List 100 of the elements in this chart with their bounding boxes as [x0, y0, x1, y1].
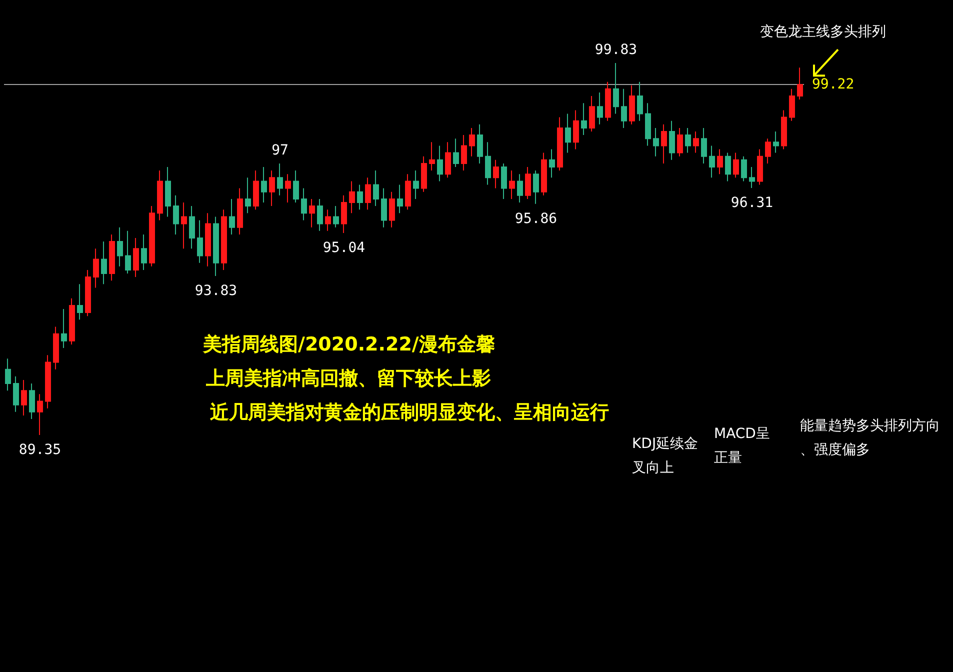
annotation: 美指周线图/2020.2.22/漫布金馨 — [202, 334, 495, 356]
candlestick — [717, 148, 723, 175]
candlestick — [685, 127, 691, 154]
annotation: 近几周美指对黄金的压制明显变化、呈相向运行 — [209, 402, 609, 424]
candlestick — [85, 269, 91, 317]
candlestick — [669, 120, 675, 160]
candlestick — [45, 354, 51, 409]
candlestick — [773, 131, 779, 154]
candlestick — [237, 188, 243, 235]
candlestick — [661, 124, 667, 164]
candlestick — [245, 177, 251, 214]
candlestick — [149, 206, 155, 267]
candlestick — [645, 102, 651, 146]
candlestick — [493, 159, 499, 189]
candlestick — [333, 206, 339, 228]
candlestick — [117, 226, 123, 267]
candlestick — [733, 152, 739, 178]
candlestick — [197, 220, 203, 264]
candlestick — [517, 174, 523, 203]
candlestick — [597, 92, 603, 125]
candlestick — [461, 134, 467, 172]
annotation: 95.04 — [322, 240, 366, 256]
candlestick — [453, 138, 459, 168]
candlestick — [325, 209, 331, 232]
candlestick — [485, 142, 491, 186]
candlestick — [157, 170, 163, 221]
candlestick — [725, 152, 731, 182]
candlestick — [589, 96, 595, 132]
candlestick — [581, 102, 587, 136]
candlestick — [365, 177, 371, 210]
candlestick — [381, 188, 387, 228]
candlestick — [293, 170, 299, 203]
candlestick — [93, 248, 99, 288]
candlestick — [77, 284, 83, 320]
candlestick — [213, 216, 219, 276]
annotation: 95.86 — [514, 210, 558, 227]
candlestick — [637, 81, 643, 122]
candlestick — [509, 170, 515, 200]
annotation: 89.35 — [18, 442, 62, 458]
candlestick — [445, 142, 451, 178]
candlestick — [173, 194, 179, 235]
candlestick — [749, 166, 755, 188]
candlestick — [277, 162, 283, 196]
candlestick — [501, 162, 507, 200]
candlestick — [229, 198, 235, 235]
annotation: 96.31 — [730, 194, 774, 211]
candlestick — [573, 110, 579, 150]
candlestick — [133, 237, 139, 278]
candlestick — [709, 145, 715, 178]
candlestick — [477, 124, 483, 164]
annotation: 能量趋势多头排列方向、强度偏多 — [800, 418, 940, 458]
candlestick — [421, 156, 427, 192]
candlestick — [53, 326, 59, 370]
candlestick — [301, 188, 307, 221]
candlestick — [269, 170, 275, 207]
candlestick — [125, 230, 131, 274]
candlestick — [413, 170, 419, 200]
candlestick — [141, 234, 147, 270]
candlestick — [21, 379, 27, 416]
candlestick — [189, 206, 195, 250]
candlestick — [357, 184, 363, 210]
candlestick — [549, 148, 555, 178]
text: 变色龙主线多头排列 — [760, 24, 886, 40]
candlestick — [317, 198, 323, 232]
candlestick — [101, 241, 107, 285]
annotation: 99.83 — [594, 42, 638, 58]
candlestick — [741, 156, 747, 182]
candlestick — [765, 138, 771, 164]
candlestick — [109, 234, 115, 282]
candlestick — [701, 127, 707, 164]
candlestick — [533, 170, 539, 204]
candlestick — [61, 308, 67, 349]
candlestick — [469, 127, 475, 157]
candlestick — [613, 62, 619, 114]
candlestick — [285, 174, 291, 203]
candlestick — [253, 170, 259, 210]
candlestick — [629, 84, 635, 125]
candlestick — [165, 166, 171, 218]
candlestick — [621, 88, 627, 128]
candlestick — [405, 174, 411, 210]
annotation: 93.83 — [194, 282, 238, 299]
candlestick — [389, 191, 395, 228]
candlestick — [205, 212, 211, 267]
candlestick — [525, 166, 531, 200]
candlestick — [13, 376, 19, 412]
text: KDJ延续金叉向上 — [632, 436, 698, 476]
candlestick — [5, 358, 11, 392]
candlestick — [565, 113, 571, 154]
candlestick — [653, 127, 659, 157]
candlestick — [677, 127, 683, 157]
candlestick — [797, 67, 803, 100]
candlestick — [261, 166, 267, 203]
annotation: 97 — [272, 142, 288, 158]
candlestick — [221, 209, 227, 270]
candlestick — [789, 88, 795, 122]
candlestick — [373, 170, 379, 207]
candlestick — [37, 394, 43, 436]
candlestick — [341, 194, 347, 234]
ref-line-label: 99.22 — [812, 76, 854, 93]
candlestick — [557, 116, 563, 172]
